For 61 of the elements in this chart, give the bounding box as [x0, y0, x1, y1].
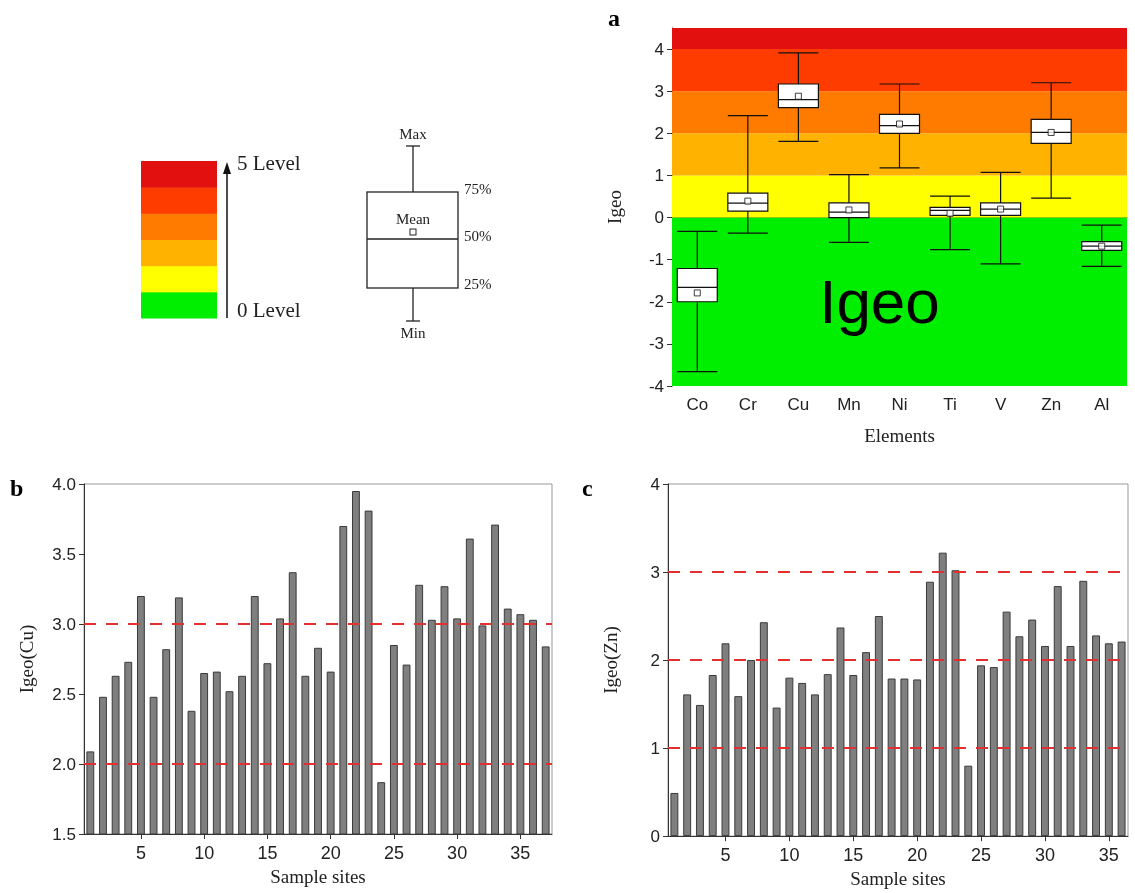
x-axis-title: Sample sites — [850, 868, 946, 889]
y-tick-label: 2 — [654, 123, 664, 143]
x-tick-label: 35 — [510, 843, 531, 863]
x-tick-label: 30 — [447, 843, 468, 863]
y-tick-label: 0 — [654, 208, 664, 228]
y-axis-title: Igeo(Zn) — [600, 626, 622, 694]
x-tick-label: Ti — [943, 395, 957, 414]
text: Min — [400, 324, 426, 341]
y-tick-label: -2 — [648, 292, 664, 312]
text: Mean — [395, 210, 431, 227]
x-tick-label: Cu — [787, 395, 810, 414]
x-tick-label: 5 — [720, 845, 731, 866]
x-tick-label: 25 — [383, 843, 404, 863]
y-tick-label: 3 — [654, 81, 664, 101]
chart-title: c — [582, 475, 593, 501]
y-tick-label: 4 — [654, 39, 664, 59]
text: 50% — [464, 227, 492, 244]
y-tick-label: -4 — [648, 376, 664, 396]
y-axis-title: Igeo(Cu) — [16, 624, 38, 694]
y-tick-label: 1.5 — [52, 824, 76, 844]
y-axis-title: Igeo — [604, 190, 625, 224]
y-tick-label: 3.5 — [52, 544, 76, 564]
y-tick-label: 3.0 — [52, 614, 76, 634]
text: 0 Level — [237, 297, 301, 322]
y-tick-label: 2 — [650, 650, 660, 670]
text: 75% — [464, 180, 492, 197]
y-tick-label: 4 — [650, 474, 660, 494]
x-axis-title: Sample sites — [270, 865, 366, 887]
y-tick-label: -3 — [648, 334, 664, 354]
x-tick-label: 25 — [971, 845, 992, 866]
x-tick-label: 15 — [843, 845, 864, 866]
x-tick-label: 20 — [320, 843, 341, 863]
x-tick-label: V — [994, 395, 1007, 414]
x-tick-label: 10 — [194, 843, 215, 863]
chart-title: b — [10, 475, 24, 501]
y-tick-label: 1 — [654, 165, 664, 185]
text: 25% — [464, 275, 492, 292]
chart-title: a — [608, 5, 620, 31]
x-tick-label: Zn — [1041, 395, 1062, 414]
x-tick-label: Ni — [891, 395, 908, 414]
y-tick-label: 1 — [650, 738, 660, 758]
x-tick-label: 35 — [1098, 845, 1119, 866]
x-tick-label: 10 — [779, 845, 800, 866]
x-tick-label: 20 — [907, 845, 928, 866]
x-tick-label: Co — [686, 395, 709, 414]
x-tick-label: Al — [1094, 395, 1110, 414]
text: Max — [399, 125, 427, 142]
x-tick-label: Mn — [837, 395, 861, 414]
y-tick-label: 2.5 — [52, 684, 76, 704]
x-axis-title: Elements — [864, 425, 935, 446]
x-tick-label: 5 — [135, 843, 146, 863]
y-tick-label: 2.0 — [52, 754, 76, 774]
y-tick-label: 4.0 — [52, 474, 76, 494]
annotation: Igeo — [819, 266, 940, 336]
x-tick-label: 30 — [1034, 845, 1055, 866]
x-tick-label: 15 — [257, 843, 278, 863]
y-tick-label: -1 — [648, 250, 664, 270]
text: 5 Level — [237, 150, 301, 175]
y-tick-label: 0 — [650, 826, 660, 846]
y-tick-label: 3 — [650, 562, 660, 582]
x-tick-label: Cr — [738, 395, 758, 414]
